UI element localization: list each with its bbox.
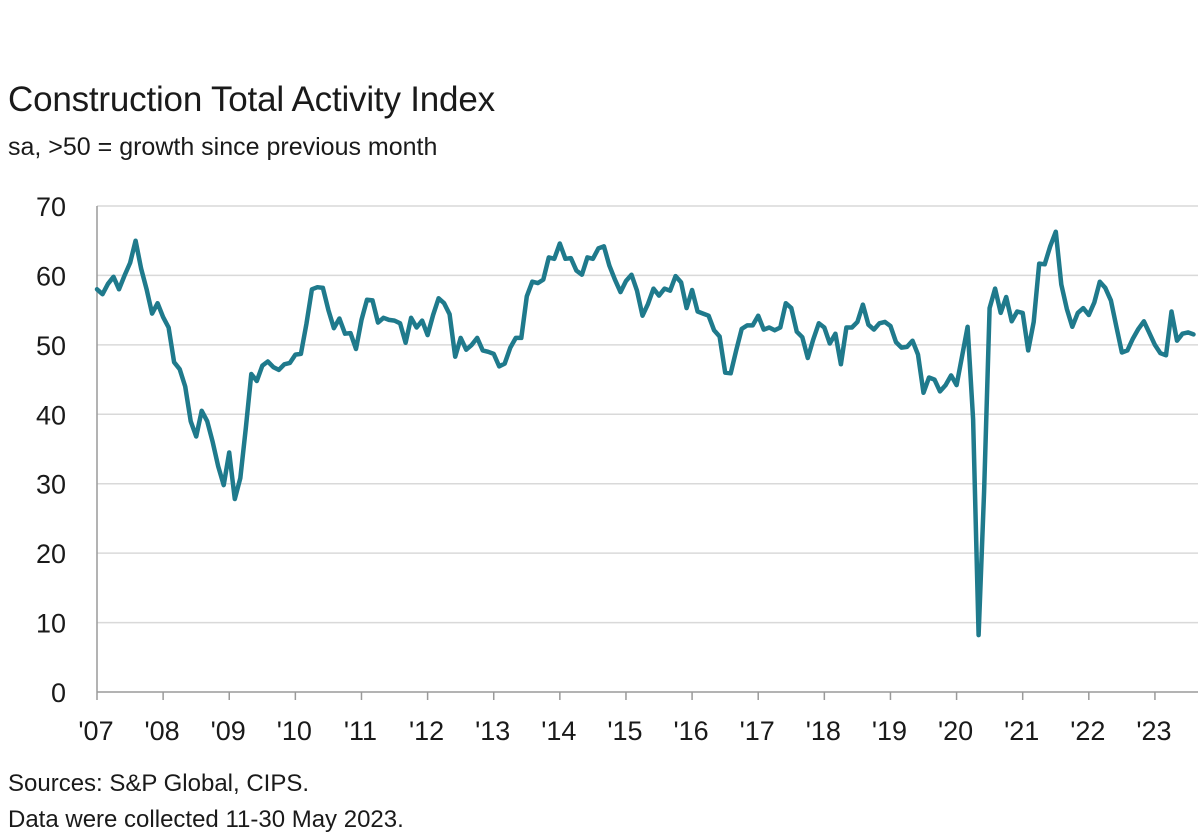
chart-title: Construction Total Activity Index <box>8 80 495 119</box>
y-tick-labels: 0 10 20 30 40 50 60 70 <box>36 192 66 708</box>
y-tick-20: 20 <box>36 539 66 569</box>
y-tick-60: 60 <box>36 261 66 291</box>
x-tick-13: '20 <box>938 716 973 746</box>
x-tick-7: '14 <box>541 716 576 746</box>
y-tick-10: 10 <box>36 609 66 639</box>
x-tick-11: '18 <box>806 716 841 746</box>
x-tick-12: '19 <box>872 716 907 746</box>
x-tick-6: '13 <box>475 716 510 746</box>
collection-note: Data were collected 11-30 May 2023. <box>8 806 404 833</box>
x-tick-15: '22 <box>1070 716 1105 746</box>
x-tick-10: '17 <box>740 716 775 746</box>
y-tick-30: 30 <box>36 470 66 500</box>
gridlines <box>97 205 1198 624</box>
y-tick-50: 50 <box>36 331 66 361</box>
series-line <box>94 229 1196 638</box>
x-tick-3: '10 <box>277 716 312 746</box>
source-note: Sources: S&P Global, CIPS. <box>8 770 310 797</box>
x-tick-9: '16 <box>673 716 708 746</box>
x-tick-1: '08 <box>145 716 180 746</box>
x-tick-16: '23 <box>1136 716 1171 746</box>
x-tick-14: '21 <box>1004 716 1039 746</box>
chart-subtitle: sa, >50 = growth since previous month <box>8 133 438 161</box>
series-layer <box>94 229 1196 638</box>
line-chart: 0 10 20 30 40 50 60 70 '07 '08 '09 '10 '11 '12 '13 '14… <box>36 192 1198 746</box>
x-tick-5: '12 <box>409 716 444 746</box>
x-tick-0: '07 <box>78 716 113 746</box>
x-tick-8: '15 <box>607 716 642 746</box>
y-tick-70: 70 <box>36 192 66 222</box>
x-tick-2: '09 <box>211 716 246 746</box>
y-tick-0: 0 <box>51 678 66 708</box>
y-tick-40: 40 <box>36 400 66 430</box>
axes <box>96 206 1198 700</box>
x-tick-labels: '07 '08 '09 '10 '11 '12 '13 '14 '15 '16 '17 '18 '19 '… <box>78 716 1171 746</box>
x-tick-4: '11 <box>344 716 377 746</box>
